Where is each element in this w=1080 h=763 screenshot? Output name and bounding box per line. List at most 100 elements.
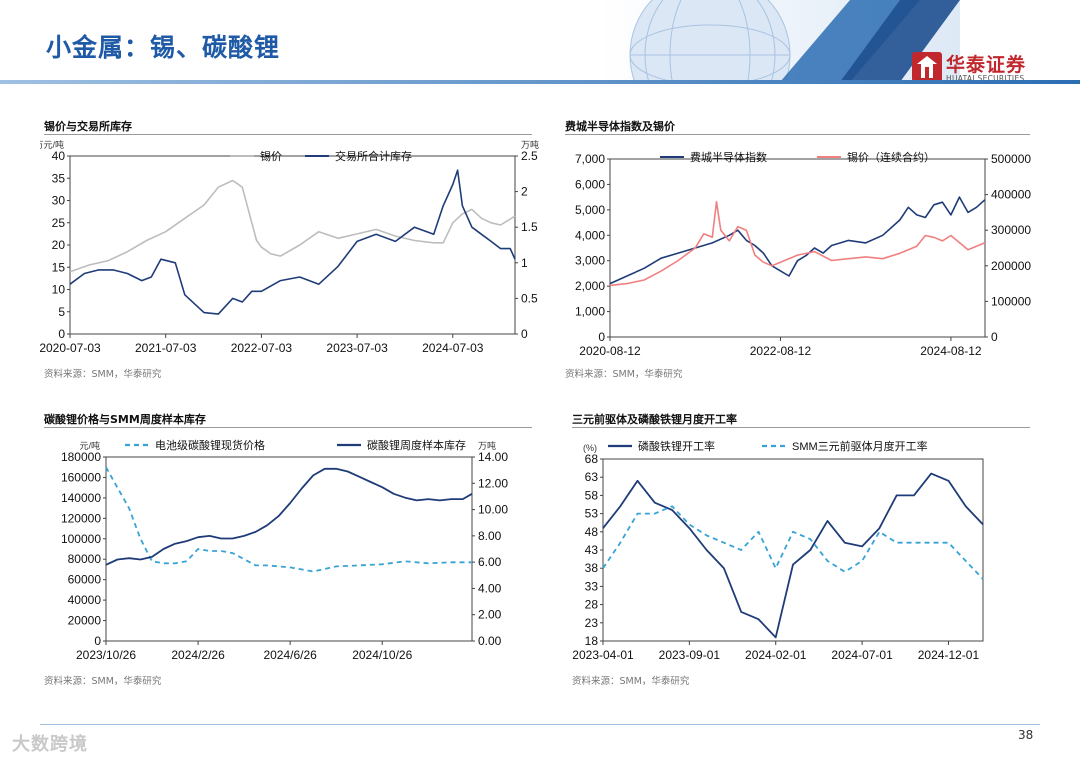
legend-label: 碳酸锂周度样本库存	[367, 438, 466, 452]
series-line-li-0	[105, 466, 472, 573]
series-line-sox-0	[609, 196, 986, 285]
y-tick-label: 15	[52, 260, 66, 274]
y-tick-label: 160000	[61, 470, 101, 484]
header-band	[0, 80, 1080, 84]
chart-title-li: 碳酸锂价格与SMM周度样本库存	[44, 413, 206, 426]
chart-title-tin: 锡价与交易所库存	[44, 120, 132, 133]
y-tick-label: 7,000	[575, 152, 605, 166]
x-tick-label: 2024/6/26	[263, 648, 317, 662]
y2-tick-label: 1	[521, 256, 528, 270]
chart-li: 0 20000 40000 60000 80000 100000 120000 140000 1…	[61, 438, 508, 662]
legend-label: SMM三元前驱体月度开工率	[792, 439, 928, 453]
plot-frame	[609, 158, 986, 338]
y2-tick-label: 8.00	[478, 529, 502, 543]
chart-cathode: 18 23 28 33 38 43 48 53 58 63 68(%) 2023-04-01 2023-…	[572, 439, 984, 662]
y-tick-label: 3,000	[575, 254, 605, 268]
y-tick-label: 20000	[68, 614, 102, 628]
x-tick-label: 2024-08-12	[920, 344, 982, 358]
x-tick-label: 2024-12-01	[918, 648, 980, 662]
y-tick-label: 120000	[61, 511, 101, 525]
y-tick-label: 5	[58, 305, 65, 319]
y2-axis-unit: 万吨	[521, 139, 539, 150]
x-tick-label: 2024-07-03	[422, 341, 484, 355]
y-tick-label: 1,000	[575, 305, 605, 319]
y-tick-label: 63	[585, 470, 599, 484]
chart-title-rule	[44, 134, 532, 135]
y-tick-label: 6,000	[575, 177, 605, 191]
y2-tick-label: 500000	[991, 152, 1031, 166]
y-tick-label: 28	[585, 598, 599, 612]
y2-tick-label: 2	[521, 185, 528, 199]
y-tick-label: 100000	[61, 532, 101, 546]
chart-title-rule	[572, 427, 1030, 428]
y-tick-label: 140000	[61, 491, 101, 505]
y2-tick-label: 12.00	[478, 476, 508, 490]
logo-text-en: HUATAI SECURITIES	[946, 74, 1025, 83]
y-tick-label: 23	[585, 616, 599, 630]
plot-frame	[602, 458, 984, 642]
series-line-li-1	[105, 467, 473, 566]
y2-tick-label: 2.5	[521, 149, 538, 163]
y-tick-label: 18	[585, 634, 599, 648]
x-tick-label: 2024-02-01	[745, 648, 807, 662]
x-tick-label: 2024-07-01	[831, 648, 893, 662]
series-line-tin-1	[69, 169, 516, 315]
source-note-li: 资料来源：SMM，华泰研究	[44, 676, 162, 687]
x-tick-label: 2020-07-03	[40, 341, 101, 355]
y2-tick-label: 200000	[991, 259, 1031, 273]
series-line-cathode-0	[602, 472, 984, 639]
y-tick-label: 35	[52, 171, 66, 185]
source-note-sox: 资料来源：SMM，华泰研究	[565, 369, 683, 380]
series-line-cathode-1	[602, 505, 984, 580]
x-tick-label: 2024/10/26	[352, 648, 412, 662]
y-tick-label: 20	[52, 238, 66, 252]
series-line-sox-1	[609, 200, 986, 287]
legend-label: 交易所合计库存	[335, 149, 412, 163]
source-note-cathode: 资料来源：SMM，华泰研究	[572, 676, 690, 687]
y-tick-label: 180000	[61, 450, 101, 464]
y2-tick-label: 0.5	[521, 291, 538, 305]
y-tick-label: 2,000	[575, 279, 605, 293]
x-tick-label: 2024/2/26	[171, 648, 225, 662]
y2-tick-label: 0	[991, 330, 998, 344]
y-tick-label: 68	[585, 452, 599, 466]
y-axis-unit: (%)	[583, 443, 597, 453]
chart-title-cathode: 三元前驱体及磷酸铁锂月度开工率	[572, 413, 737, 426]
y-tick-label: 4,000	[575, 228, 605, 242]
x-tick-label: 2023/10/26	[76, 648, 136, 662]
logo-text-cn: 华泰证券	[946, 54, 1027, 76]
source-note-tin: 资料来源：SMM，华泰研究	[44, 369, 162, 380]
y-tick-label: 58	[585, 488, 599, 502]
y2-tick-label: 1.5	[521, 220, 538, 234]
y-tick-label: 48	[585, 525, 599, 539]
legend-label: 锡价（连续合约）	[847, 150, 935, 164]
x-tick-label: 2023-04-01	[572, 648, 634, 662]
page-number: 38	[1018, 728, 1034, 742]
y2-tick-label: 100000	[991, 294, 1031, 308]
y-tick-label: 25	[52, 216, 66, 230]
y2-tick-label: 4.00	[478, 581, 502, 595]
chart-tin: 0 5 10 15 20 25 30 35 40 0 0.5 1 1.5 2 2.5 万元/吨 万吨 2020-0…	[40, 139, 539, 355]
x-tick-label: 2023-09-01	[659, 648, 721, 662]
y-tick-label: 0	[94, 634, 101, 648]
x-tick-label: 2022-07-03	[231, 341, 293, 355]
x-tick-label: 2020-08-12	[579, 344, 641, 358]
y-tick-label: 40000	[68, 593, 102, 607]
footer-rule	[40, 724, 1040, 725]
y-tick-label: 60000	[68, 573, 102, 587]
logo-mark-icon	[912, 52, 942, 82]
y2-axis-unit: 万吨	[478, 440, 496, 451]
chart-title-rule	[44, 427, 532, 428]
watermark: 大数跨境	[12, 734, 88, 755]
y-tick-label: 30	[52, 194, 66, 208]
y2-tick-label: 14.00	[478, 450, 508, 464]
y2-tick-label: 2.00	[478, 608, 502, 622]
legend-label: 电池级碳酸锂现货价格	[155, 438, 265, 452]
globe-decoration	[600, 0, 960, 82]
y2-tick-label: 6.00	[478, 555, 502, 569]
legend-label: 锡价	[260, 149, 282, 163]
y-tick-label: 38	[585, 561, 599, 575]
y-tick-label: 10	[52, 283, 66, 297]
chart-title-sox: 费城半导体指数及锡价	[565, 120, 675, 133]
y-tick-label: 80000	[68, 552, 102, 566]
